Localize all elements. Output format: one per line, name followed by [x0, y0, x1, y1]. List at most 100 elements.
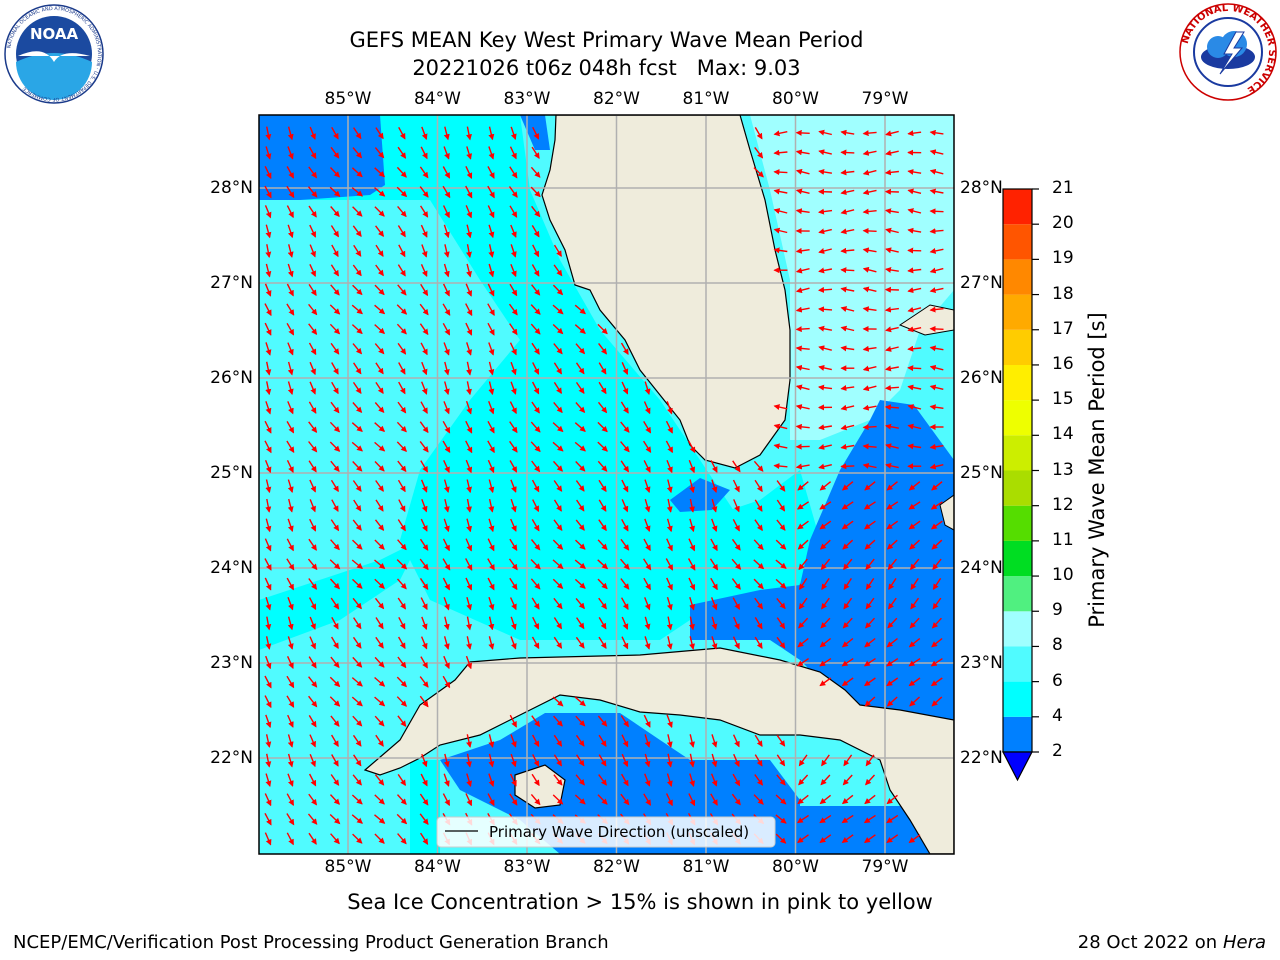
wave-arrow: [396, 441, 407, 453]
wave-arrow: [351, 696, 363, 707]
wave-arrow: [442, 322, 451, 336]
wave-arrow: [795, 129, 810, 136]
wave-arrow: [330, 264, 339, 277]
wave-arrow: [710, 793, 718, 806]
wave-arrow: [352, 539, 363, 550]
wave-arrow: [286, 793, 295, 806]
wave-arrow: [732, 734, 740, 748]
wave-arrow: [465, 459, 473, 474]
wave-arrow: [287, 263, 294, 278]
wave-arrow: [397, 519, 406, 532]
wave-arrow: [329, 421, 341, 433]
wave-arrow: [286, 205, 294, 219]
wave-arrow: [309, 636, 316, 650]
wave-arrow: [442, 283, 450, 297]
wave-arrow: [552, 422, 564, 433]
wave-arrow: [840, 169, 855, 176]
wave-arrow: [665, 793, 673, 807]
colorbar-bin: [1003, 505, 1032, 541]
wave-arrow: [351, 441, 363, 452]
wave-arrow: [265, 146, 272, 160]
wave-arrow: [885, 462, 899, 469]
wave-arrow: [397, 715, 407, 728]
lon-label-bottom: 85°W: [324, 857, 372, 877]
wave-arrow: [643, 460, 651, 473]
colorbar-tick-label: 20: [1052, 213, 1074, 234]
wave-arrow: [862, 266, 877, 273]
lon-label-top: 81°W: [682, 89, 730, 109]
wave-arrow: [776, 499, 786, 512]
wave-arrow: [264, 185, 272, 199]
wave-arrow: [375, 382, 384, 395]
wave-arrow: [688, 793, 696, 807]
wave-arrow: [397, 833, 407, 845]
wave-arrow: [773, 188, 788, 195]
wave-arrow: [731, 793, 741, 806]
colorbar-tick-label: 17: [1052, 318, 1074, 339]
wave-arrow: [795, 188, 810, 195]
wave-arrow: [864, 637, 876, 648]
wave-arrow: [620, 715, 629, 728]
wave-arrow: [287, 342, 294, 356]
colorbar-bin: [1003, 294, 1032, 330]
wave-arrow: [287, 518, 294, 533]
wave-arrow: [908, 501, 921, 510]
wave-arrow: [487, 283, 495, 297]
wave-arrow: [666, 518, 673, 533]
wave-arrow: [531, 342, 540, 355]
wave-arrow: [574, 324, 586, 334]
wave-arrow: [419, 166, 429, 179]
wave-arrow: [620, 441, 630, 453]
wave-arrow: [330, 284, 340, 296]
wave-arrow: [754, 754, 763, 767]
lat-label-right: 24°N: [960, 558, 1003, 578]
wave-arrow: [574, 794, 586, 805]
wave-arrow: [862, 130, 877, 137]
wave-arrow: [576, 617, 585, 630]
wave-arrow: [488, 518, 495, 533]
wave-arrow: [287, 401, 294, 415]
wave-arrow: [287, 714, 294, 728]
wave-arrow: [329, 559, 341, 570]
wave-arrow: [665, 420, 673, 434]
wave-arrow: [754, 146, 764, 159]
wave-arrow: [510, 479, 517, 493]
wave-arrow: [710, 577, 718, 591]
wave-arrow: [907, 365, 922, 372]
wave-arrow: [909, 539, 920, 550]
lat-label-left: 22°N: [210, 748, 253, 768]
wave-arrow: [531, 734, 540, 748]
wave-arrow: [329, 441, 341, 452]
wave-arrow: [666, 498, 673, 513]
wave-arrow: [885, 443, 899, 450]
wave-arrow: [397, 656, 407, 669]
wave-arrow: [552, 696, 564, 707]
wave-arrow: [465, 440, 473, 454]
wave-arrow: [819, 658, 832, 667]
wave-arrow: [643, 577, 651, 591]
wave-arrow: [509, 577, 518, 591]
wave-arrow: [307, 813, 318, 825]
wave-arrow: [510, 381, 517, 395]
wave-arrow: [795, 287, 810, 294]
wave-arrow: [352, 774, 362, 786]
wave-arrow: [352, 597, 362, 610]
wave-arrow: [532, 126, 540, 140]
wave-arrow: [598, 499, 607, 512]
wave-arrow: [465, 205, 473, 219]
wave-arrow: [374, 461, 385, 472]
wave-arrow: [488, 773, 495, 787]
wave-arrow: [643, 421, 652, 434]
wave-arrow: [286, 577, 295, 591]
wave-arrow: [351, 677, 363, 687]
colorbar-tick-label: 8: [1052, 635, 1063, 656]
wave-arrow: [621, 753, 629, 768]
wave-arrow: [488, 498, 495, 513]
wave-arrow: [840, 424, 855, 431]
wave-arrow: [862, 424, 877, 431]
wave-arrow: [862, 208, 877, 215]
wave-arrow: [286, 695, 295, 708]
wave-arrow: [286, 813, 295, 826]
wave-arrow: [553, 499, 562, 512]
wave-arrow: [286, 656, 294, 670]
